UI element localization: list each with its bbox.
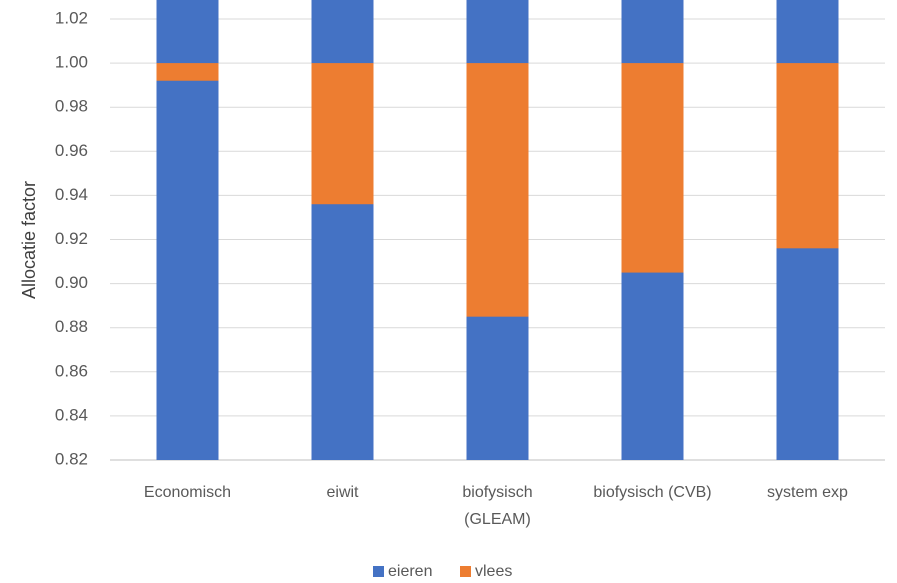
y-axis-title: Allocatie factor bbox=[19, 181, 39, 299]
legend: eieren vlees bbox=[373, 563, 512, 580]
x-tick-label: system exp bbox=[767, 484, 848, 501]
bar-vlees bbox=[621, 63, 684, 273]
y-tick-label: 0.98 bbox=[55, 97, 88, 116]
y-tick-label: 1.00 bbox=[55, 53, 88, 72]
y-tick-label: 0.92 bbox=[55, 229, 88, 248]
y-tick-labels: 0.82 0.84 0.86 0.88 0.90 0.92 0.94 0.96 0.98 1.00… bbox=[55, 8, 88, 468]
bar-vlees bbox=[156, 63, 219, 81]
y-tick-label: 0.96 bbox=[55, 141, 88, 160]
y-tick-label: 0.82 bbox=[55, 449, 88, 468]
legend-label-vlees: vlees bbox=[475, 563, 512, 580]
legend-label-eieren: eieren bbox=[388, 563, 432, 580]
y-tick-label: 0.88 bbox=[55, 317, 88, 336]
y-tick-label: 0.90 bbox=[55, 273, 88, 292]
x-tick-label: eiwit bbox=[326, 484, 359, 501]
x-tick-label: biofysisch bbox=[462, 484, 532, 501]
x-tick-label: Economisch bbox=[144, 484, 231, 501]
category-labels: Economisch eiwit biofysisch (GLEAM) biofysis… bbox=[144, 484, 848, 528]
y-tick-label: 0.84 bbox=[55, 405, 88, 424]
x-tick-label: (GLEAM) bbox=[464, 511, 531, 528]
bar-vlees bbox=[311, 63, 374, 205]
legend-swatch-eieren bbox=[373, 566, 384, 577]
bar-vlees bbox=[776, 63, 839, 249]
y-tick-label: 1.02 bbox=[55, 8, 88, 27]
x-tick-label: biofysisch (CVB) bbox=[593, 484, 711, 501]
y-tick-label: 0.86 bbox=[55, 361, 88, 380]
legend-swatch-vlees bbox=[460, 566, 471, 577]
y-tick-label: 0.94 bbox=[55, 185, 88, 204]
bar-vlees bbox=[466, 63, 529, 317]
bars bbox=[156, 0, 839, 461]
